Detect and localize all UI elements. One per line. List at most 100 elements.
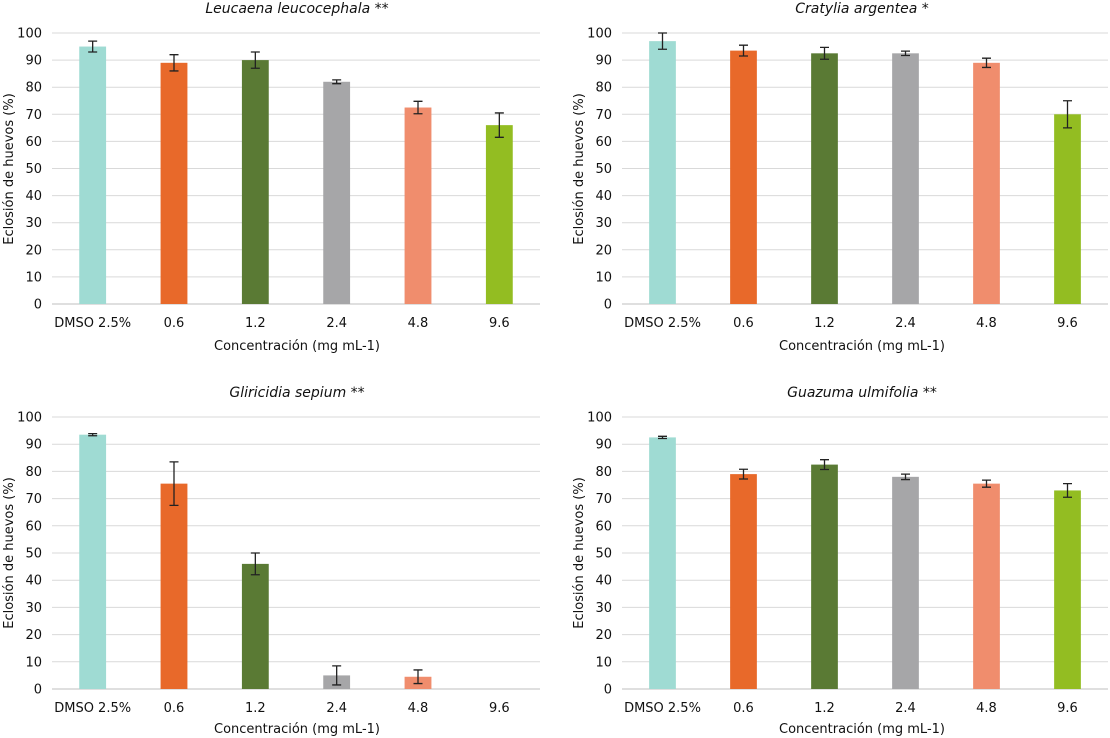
x-tick-label: 1.2 [814, 316, 835, 331]
bar [1054, 490, 1081, 689]
error-bar [250, 552, 260, 576]
y-tick-label: 90 [25, 438, 42, 453]
panel-title: Leucaena leucocephala ** [205, 1, 388, 17]
x-tick-label: 9.6 [489, 701, 510, 716]
x-tick-label: 1.2 [245, 316, 266, 331]
bar [811, 464, 838, 689]
y-tick-label: 90 [595, 438, 612, 453]
x-axis-label: Concentración (mg mL-1) [779, 722, 945, 737]
y-axis-label: Eclosión de huevos (%) [572, 477, 587, 629]
bar [79, 434, 107, 689]
error-bar [658, 435, 667, 440]
error-bar [88, 432, 98, 437]
y-tick-label: 10 [25, 655, 42, 670]
y-tick-label: 70 [595, 108, 612, 123]
bar [404, 107, 432, 305]
panel-title: Guazuma ulmifolia ** [787, 385, 937, 401]
y-tick-label: 80 [25, 81, 42, 96]
x-tick-label: 0.6 [164, 316, 185, 331]
error-bar [88, 40, 98, 53]
error-bar [820, 459, 829, 471]
y-tick-label: 10 [595, 655, 612, 670]
y-tick-label: 100 [17, 27, 42, 42]
y-axis-label: Eclosión de huevos (%) [2, 477, 17, 629]
error-bar [250, 51, 260, 69]
bar [649, 437, 676, 689]
x-tick-label: 9.6 [1057, 701, 1078, 716]
x-tick-label: DMSO 2.5% [54, 316, 131, 331]
x-tick-label: 2.4 [895, 316, 916, 331]
y-tick-label: 0 [604, 298, 612, 313]
bar [241, 563, 269, 689]
bar [160, 62, 188, 305]
x-tick-label: 4.8 [408, 316, 429, 331]
error-bar [901, 50, 910, 57]
error-bar [332, 665, 342, 686]
y-tick-label: 40 [25, 574, 42, 589]
y-tick-label: 80 [595, 81, 612, 96]
x-tick-label: DMSO 2.5% [624, 316, 701, 331]
error-bar [413, 100, 423, 115]
x-tick-label: 1.2 [814, 701, 835, 716]
y-tick-label: 30 [595, 601, 612, 616]
y-tick-label: 100 [17, 411, 42, 426]
error-bar [982, 57, 991, 69]
x-axis-label: Concentración (mg mL-1) [779, 339, 945, 354]
x-tick-label: DMSO 2.5% [624, 701, 701, 716]
x-tick-label: 2.4 [326, 701, 347, 716]
bar [811, 53, 838, 305]
bar [1054, 114, 1081, 304]
y-tick-label: 90 [25, 54, 42, 69]
y-tick-label: 50 [595, 547, 612, 562]
y-tick-label: 10 [25, 270, 42, 285]
x-tick-label: 2.4 [895, 701, 916, 716]
x-tick-label: 0.6 [733, 316, 754, 331]
bar [730, 474, 757, 689]
y-tick-label: 20 [595, 243, 612, 258]
y-tick-label: 60 [25, 135, 42, 150]
x-tick-label: 4.8 [976, 701, 997, 716]
chart-panel-leucaena: Leucaena leucocephala ** Concentración (… [2, 1, 540, 354]
y-axis-label: Eclosión de huevos (%) [572, 93, 587, 245]
bar [730, 50, 757, 304]
chart-panel-cratylia: Cratylia argentea * Concentración (mg mL… [572, 1, 1108, 354]
x-tick-label: 0.6 [164, 701, 185, 716]
bar [892, 53, 919, 305]
y-tick-label: 30 [25, 216, 42, 231]
panel-title: Cratylia argentea * [795, 1, 929, 17]
bar [973, 483, 1000, 689]
y-tick-label: 60 [25, 519, 42, 534]
x-tick-label: 9.6 [1057, 316, 1078, 331]
x-axis-label: Concentración (mg mL-1) [214, 339, 380, 354]
y-tick-label: 10 [595, 270, 612, 285]
x-tick-label: DMSO 2.5% [54, 701, 131, 716]
bar [241, 60, 269, 304]
error-bar [169, 461, 179, 507]
y-tick-label: 50 [25, 162, 42, 177]
panel-title: Gliricidia sepium ** [229, 385, 364, 401]
bar [323, 81, 351, 304]
y-tick-label: 20 [595, 628, 612, 643]
bar [892, 476, 919, 689]
y-tick-label: 30 [595, 216, 612, 231]
error-bar [332, 79, 342, 85]
y-tick-label: 70 [595, 492, 612, 507]
error-bar [982, 479, 991, 488]
y-tick-label: 60 [595, 519, 612, 534]
bar [79, 46, 107, 305]
y-tick-label: 80 [595, 465, 612, 480]
error-bar [739, 468, 748, 480]
y-tick-label: 20 [25, 628, 42, 643]
error-bar [1063, 100, 1072, 129]
error-bar [494, 112, 504, 138]
y-tick-label: 0 [604, 683, 612, 698]
chart-panel-guazuma: Guazuma ulmifolia ** Concentración (mg m… [572, 385, 1108, 737]
chart-panel-gliricidia: Gliricidia sepium ** Concentración (mg m… [2, 385, 540, 737]
y-tick-label: 100 [587, 411, 612, 426]
error-bar [820, 46, 829, 60]
x-tick-label: 1.2 [245, 701, 266, 716]
y-tick-label: 0 [34, 298, 42, 313]
y-tick-label: 40 [25, 189, 42, 204]
y-tick-label: 70 [25, 108, 42, 123]
